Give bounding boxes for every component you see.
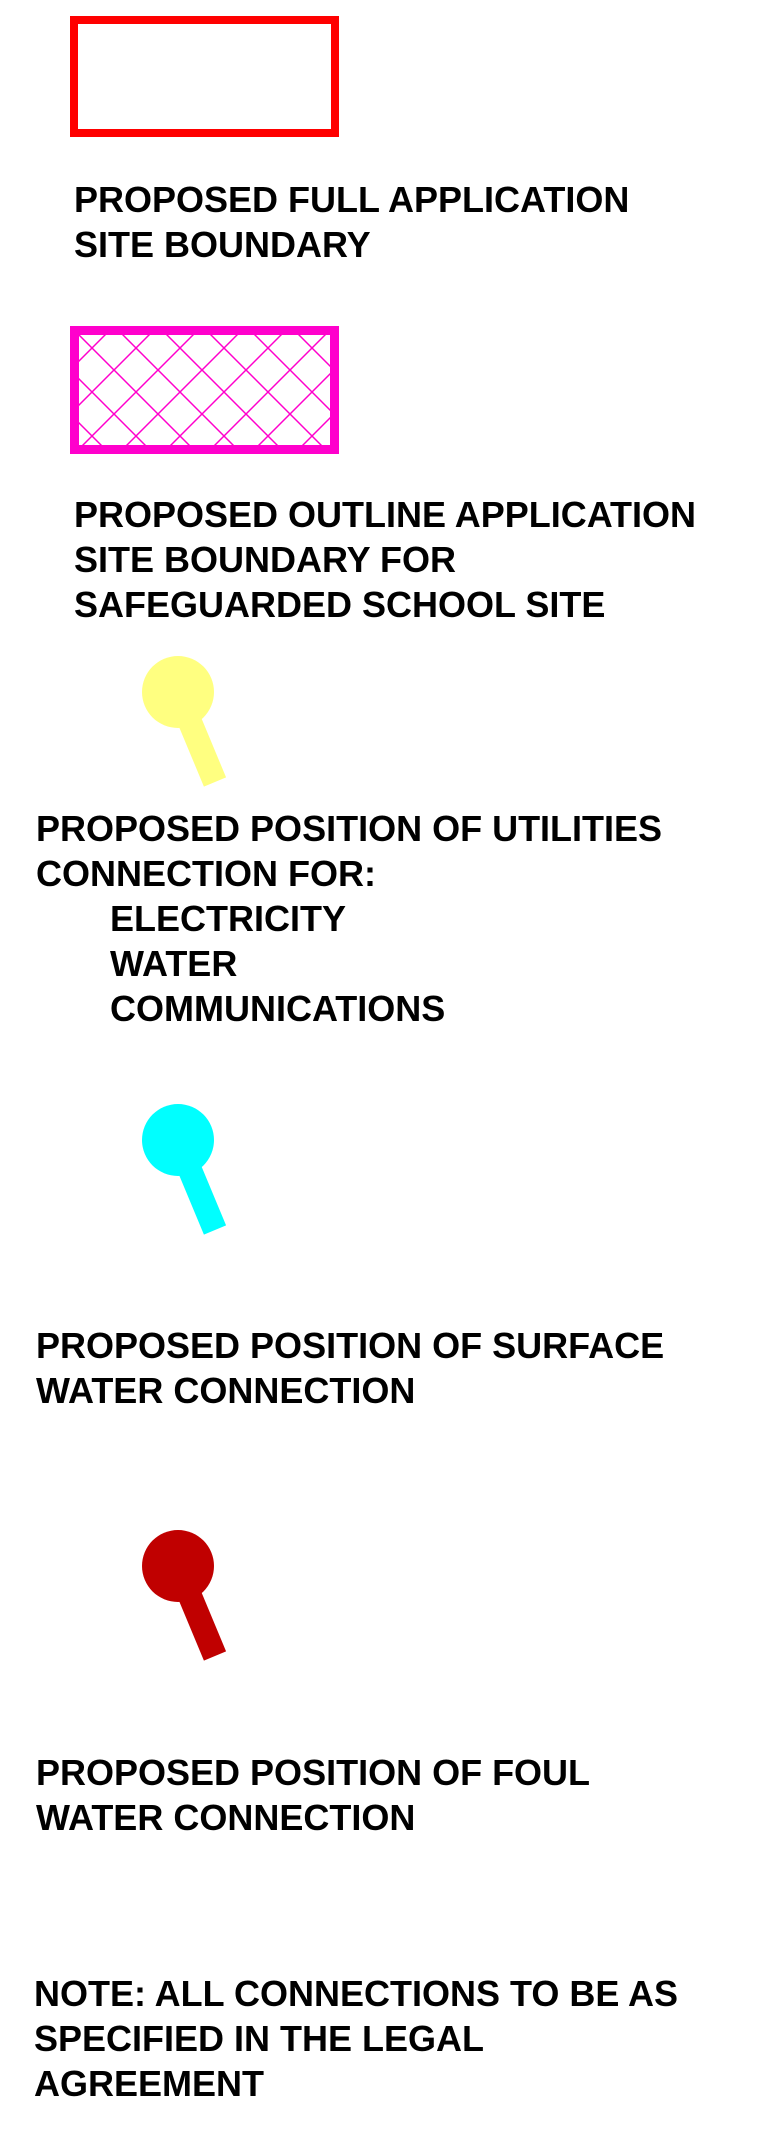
legal-agreement-note: NOTE: ALL CONNECTIONS TO BE AS SPECIFIED… <box>34 1971 678 2106</box>
foul-water-connection-pin-icon <box>142 1530 227 1661</box>
outline-application-label-line: SAFEGUARDED SCHOOL SITE <box>74 584 606 625</box>
utilities-connection-pin-icon <box>142 656 227 787</box>
surface-water-connection-pin-icon <box>142 1104 227 1235</box>
outline-application-boundary-symbol <box>70 326 339 454</box>
note-line: NOTE: ALL CONNECTIONS TO BE AS <box>34 1973 679 2014</box>
utilities-connection-label: PROPOSED POSITION OF UTILITIES CONNECTIO… <box>36 806 662 1031</box>
surface-water-connection-label-line: PROPOSED POSITION OF SURFACE <box>36 1325 665 1366</box>
surface-water-connection-label-line: WATER CONNECTION <box>36 1370 416 1411</box>
outline-application-label-line: PROPOSED OUTLINE APPLICATION <box>74 494 697 535</box>
full-application-boundary-symbol <box>70 16 339 137</box>
utilities-item-water: WATER <box>110 943 238 984</box>
utilities-connection-label-line: PROPOSED POSITION OF UTILITIES <box>36 808 663 849</box>
foul-water-connection-label-line: PROPOSED POSITION OF FOUL <box>36 1752 591 1793</box>
full-application-label-line: PROPOSED FULL APPLICATION <box>74 179 630 220</box>
full-application-label: PROPOSED FULL APPLICATION SITE BOUNDARY <box>74 177 629 267</box>
full-application-label-line: SITE BOUNDARY <box>74 224 371 265</box>
utilities-item-communications: COMMUNICATIONS <box>110 988 446 1029</box>
note-line: SPECIFIED IN THE LEGAL <box>34 2018 485 2059</box>
surface-water-connection-label: PROPOSED POSITION OF SURFACE WATER CONNE… <box>36 1323 664 1413</box>
outline-application-label: PROPOSED OUTLINE APPLICATION SITE BOUNDA… <box>74 492 696 627</box>
utilities-connection-label-line: CONNECTION FOR: <box>36 853 376 894</box>
foul-water-connection-label: PROPOSED POSITION OF FOUL WATER CONNECTI… <box>36 1750 590 1840</box>
utilities-item-electricity: ELECTRICITY <box>110 898 347 939</box>
outline-application-label-line: SITE BOUNDARY FOR <box>74 539 457 580</box>
foul-water-connection-label-line: WATER CONNECTION <box>36 1797 416 1838</box>
note-line: AGREEMENT <box>34 2063 265 2104</box>
